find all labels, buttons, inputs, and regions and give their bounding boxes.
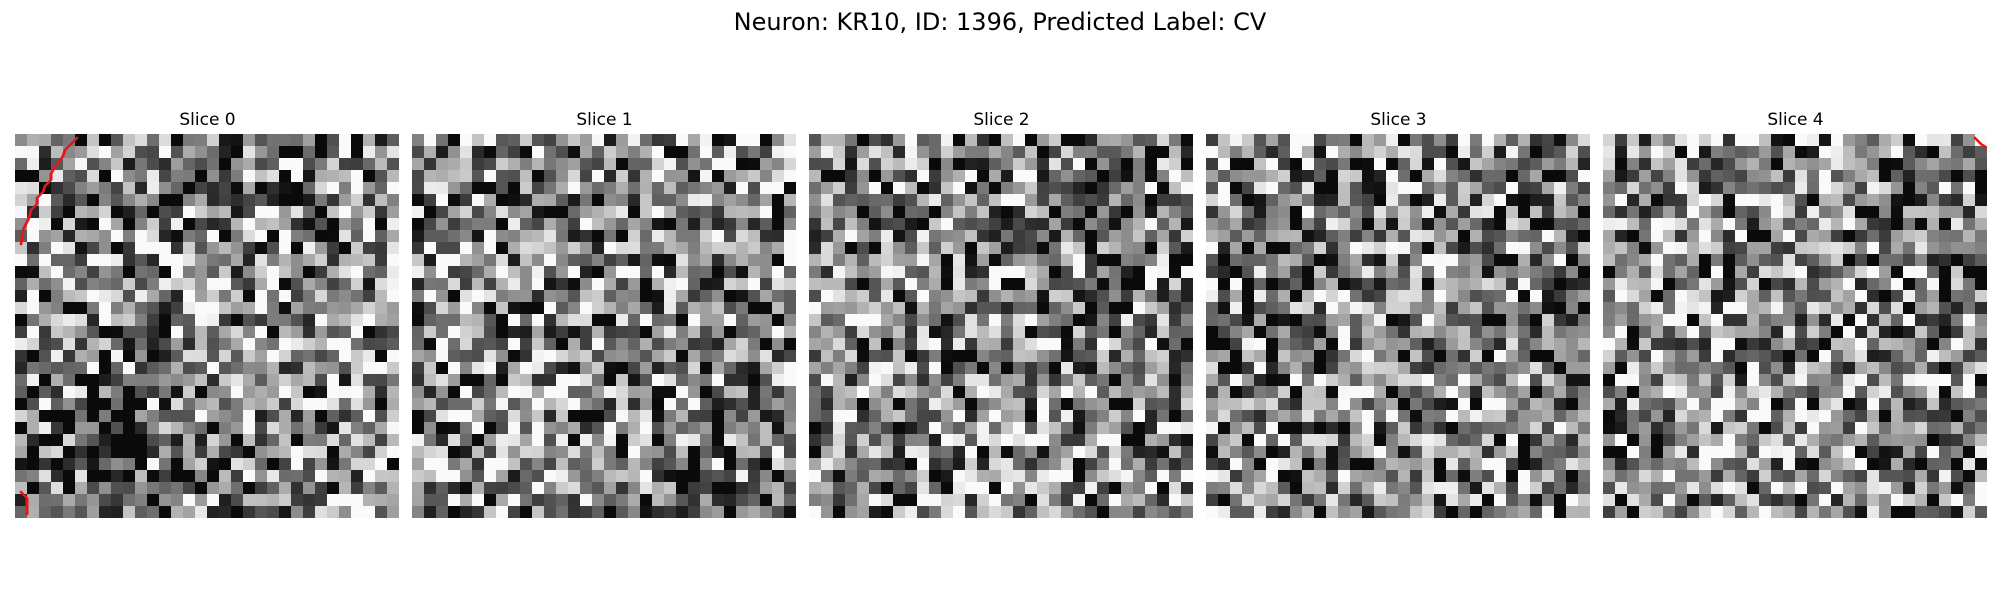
slice-title: Slice 1	[576, 110, 633, 130]
slice-image	[412, 134, 796, 518]
slice-title: Slice 3	[1370, 110, 1427, 130]
slice-image	[1206, 134, 1590, 518]
slice-title: Slice 4	[1767, 110, 1824, 130]
figure-title: Neuron: KR10, ID: 1396, Predicted Label:…	[733, 8, 1267, 36]
contour-line	[19, 136, 79, 246]
slice-title: Slice 2	[973, 110, 1030, 130]
slice-title: Slice 0	[179, 110, 236, 130]
slice-image	[809, 134, 1193, 518]
contour-line	[1973, 136, 1987, 150]
slice-image	[1603, 134, 1987, 518]
contour-line	[19, 490, 29, 516]
slice-image	[15, 134, 399, 518]
